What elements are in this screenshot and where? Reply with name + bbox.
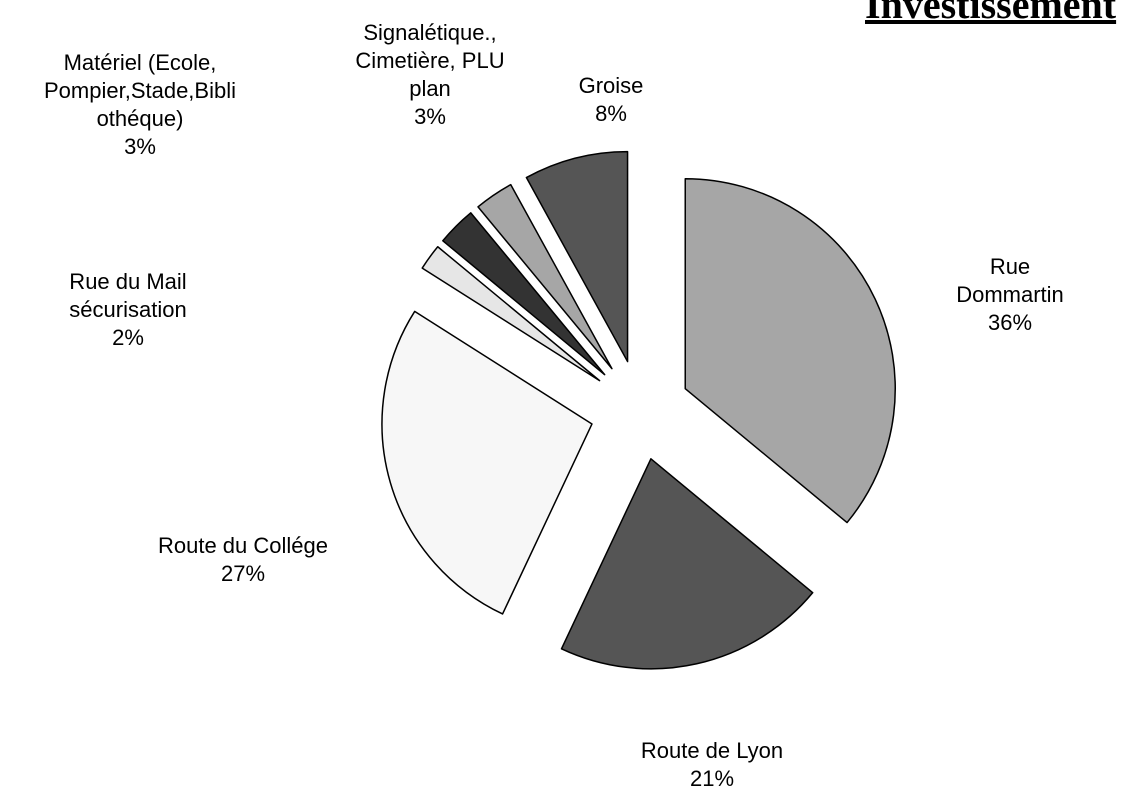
value-label: 2% [112, 325, 144, 350]
slice-label: Route de Lyon 21% [641, 737, 783, 793]
slice-label: Matériel (Ecole, Pompier,Stade,Bibli oth… [44, 49, 236, 161]
value-label: 3% [414, 104, 446, 129]
pie-slice [560, 458, 814, 670]
category-label: Rue du Mail sécurisation [69, 269, 187, 322]
category-label: Groise [578, 73, 644, 98]
pie-slice [477, 183, 613, 370]
category-label: Signalétique., Cimetière, PLU plan [355, 20, 505, 101]
category-label: Rue Dommartin [956, 254, 1064, 307]
category-label: Matériel (Ecole, Pompier,Stade,Bibli oth… [44, 50, 236, 131]
value-label: 27% [220, 561, 266, 586]
value-label: 3% [124, 134, 156, 159]
chart-title: Investissement [865, 0, 1117, 27]
pie-slice [442, 212, 606, 376]
slice-label: Groise 8% [579, 72, 644, 128]
pie-slice [421, 246, 601, 382]
pie-slice [525, 150, 629, 363]
slice-label: Signalétique., Cimetière, PLU plan 3% [355, 19, 504, 131]
category-label: Route du Collége [157, 533, 329, 558]
value-label: 8% [595, 101, 627, 126]
pie-slice [684, 177, 896, 524]
category-label: Route de Lyon [640, 738, 784, 763]
slice-label: Rue Dommartin 36% [953, 253, 1067, 337]
pie-slice [381, 310, 593, 615]
value-label: 21% [689, 766, 735, 791]
slice-label: Rue du Mail sécurisation 2% [69, 268, 186, 352]
value-label: 36% [987, 310, 1033, 335]
slice-label: Route du Collége 27% [158, 532, 328, 588]
